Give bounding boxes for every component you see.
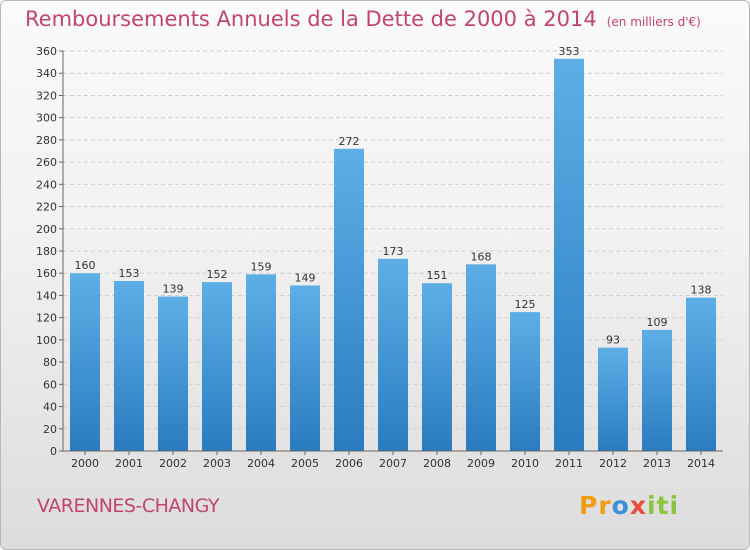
y-tick-label: 160 xyxy=(36,267,57,280)
y-tick-label: 120 xyxy=(36,312,57,325)
x-tick-label: 2006 xyxy=(335,457,363,470)
chart-unit-label: (en milliers d'€) xyxy=(606,15,701,29)
x-tick-label: 2009 xyxy=(467,457,495,470)
y-tick-label: 320 xyxy=(36,89,57,102)
bar xyxy=(246,274,276,451)
proxiti-logo: Proxiti xyxy=(579,491,680,520)
bar xyxy=(422,283,452,451)
bar xyxy=(290,285,320,451)
y-tick-label: 60 xyxy=(43,378,57,391)
bar xyxy=(686,297,716,451)
bar xyxy=(158,296,188,451)
y-tick-label: 240 xyxy=(36,178,57,191)
bar-value-label: 272 xyxy=(339,135,360,148)
chart-title-text: Remboursements Annuels de la Dette de 20… xyxy=(25,7,597,31)
y-tick-label: 280 xyxy=(36,134,57,147)
bar-value-label: 109 xyxy=(647,316,668,329)
y-tick-label: 0 xyxy=(50,445,57,458)
bar xyxy=(114,281,144,451)
y-tick-label: 260 xyxy=(36,156,57,169)
bar-value-label: 159 xyxy=(251,260,272,273)
bar xyxy=(598,347,628,451)
y-tick-label: 100 xyxy=(36,334,57,347)
x-axis-ticks: 2000 2001 2002 2003 2004 2005 2006 2007 2008 2009… xyxy=(71,451,715,470)
x-tick-label: 2002 xyxy=(159,457,187,470)
y-tick-label: 200 xyxy=(36,223,57,236)
bar xyxy=(334,148,364,451)
bar xyxy=(554,58,584,452)
x-tick-label: 2005 xyxy=(291,457,319,470)
y-tick-label: 140 xyxy=(36,289,57,302)
y-tick-label: 360 xyxy=(36,45,57,58)
x-tick-label: 2011 xyxy=(555,457,583,470)
x-tick-label: 2004 xyxy=(247,457,275,470)
axes xyxy=(62,51,723,452)
bar-value-label: 93 xyxy=(606,334,620,347)
bar xyxy=(202,282,232,451)
x-tick-label: 2003 xyxy=(203,457,231,470)
chart-title: Remboursements Annuels de la Dette de 20… xyxy=(25,7,701,31)
bar-value-label: 168 xyxy=(471,250,492,263)
y-tick-label: 220 xyxy=(36,201,57,214)
x-tick-label: 2012 xyxy=(599,457,627,470)
y-tick-label: 20 xyxy=(43,423,57,436)
value-labels: 160 153 139 152 159 149 272 173 151 168 125 353 93 10… xyxy=(75,45,712,347)
x-tick-label: 2010 xyxy=(511,457,539,470)
y-tick-label: 80 xyxy=(43,356,57,369)
x-tick-label: 2000 xyxy=(71,457,99,470)
x-tick-label: 2001 xyxy=(115,457,143,470)
bar xyxy=(70,273,100,451)
x-tick-label: 2007 xyxy=(379,457,407,470)
x-tick-label: 2008 xyxy=(423,457,451,470)
bar-value-label: 152 xyxy=(207,268,228,281)
y-axis-ticks: 0 20 40 60 80 100 120 140 160 180 200 220 240 260 280 3… xyxy=(36,45,63,458)
bar-value-label: 139 xyxy=(163,283,184,296)
bar-value-label: 173 xyxy=(383,245,404,258)
y-tick-label: 40 xyxy=(43,401,57,414)
bar-value-label: 153 xyxy=(119,267,140,280)
bar xyxy=(510,312,540,451)
bar xyxy=(642,329,672,451)
bar-value-label: 160 xyxy=(75,259,96,272)
x-tick-label: 2014 xyxy=(687,457,715,470)
bar-value-label: 151 xyxy=(427,269,448,282)
y-tick-label: 300 xyxy=(36,112,57,125)
bar-value-label: 138 xyxy=(691,284,712,297)
bar xyxy=(466,264,496,451)
bar-value-label: 353 xyxy=(559,45,580,58)
commune-name: VARENNES-CHANGY xyxy=(37,495,219,517)
bar-value-label: 149 xyxy=(295,271,316,284)
y-tick-label: 180 xyxy=(36,245,57,258)
bar xyxy=(378,258,408,451)
y-tick-label: 340 xyxy=(36,67,57,80)
bar-value-label: 125 xyxy=(515,298,536,311)
bars xyxy=(70,58,716,452)
x-tick-label: 2013 xyxy=(643,457,671,470)
